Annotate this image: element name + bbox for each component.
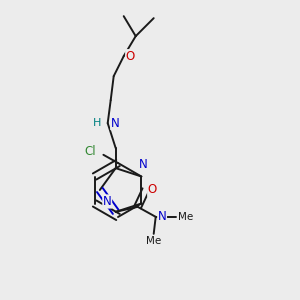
Text: Cl: Cl <box>85 145 96 158</box>
Text: Me: Me <box>178 212 193 222</box>
Text: O: O <box>148 183 157 196</box>
Text: N: N <box>139 158 148 170</box>
Text: O: O <box>126 50 135 63</box>
Text: H: H <box>93 118 102 128</box>
Text: N: N <box>103 195 112 208</box>
Text: N: N <box>158 210 167 223</box>
Text: Me: Me <box>146 236 161 246</box>
Text: N: N <box>111 117 119 130</box>
